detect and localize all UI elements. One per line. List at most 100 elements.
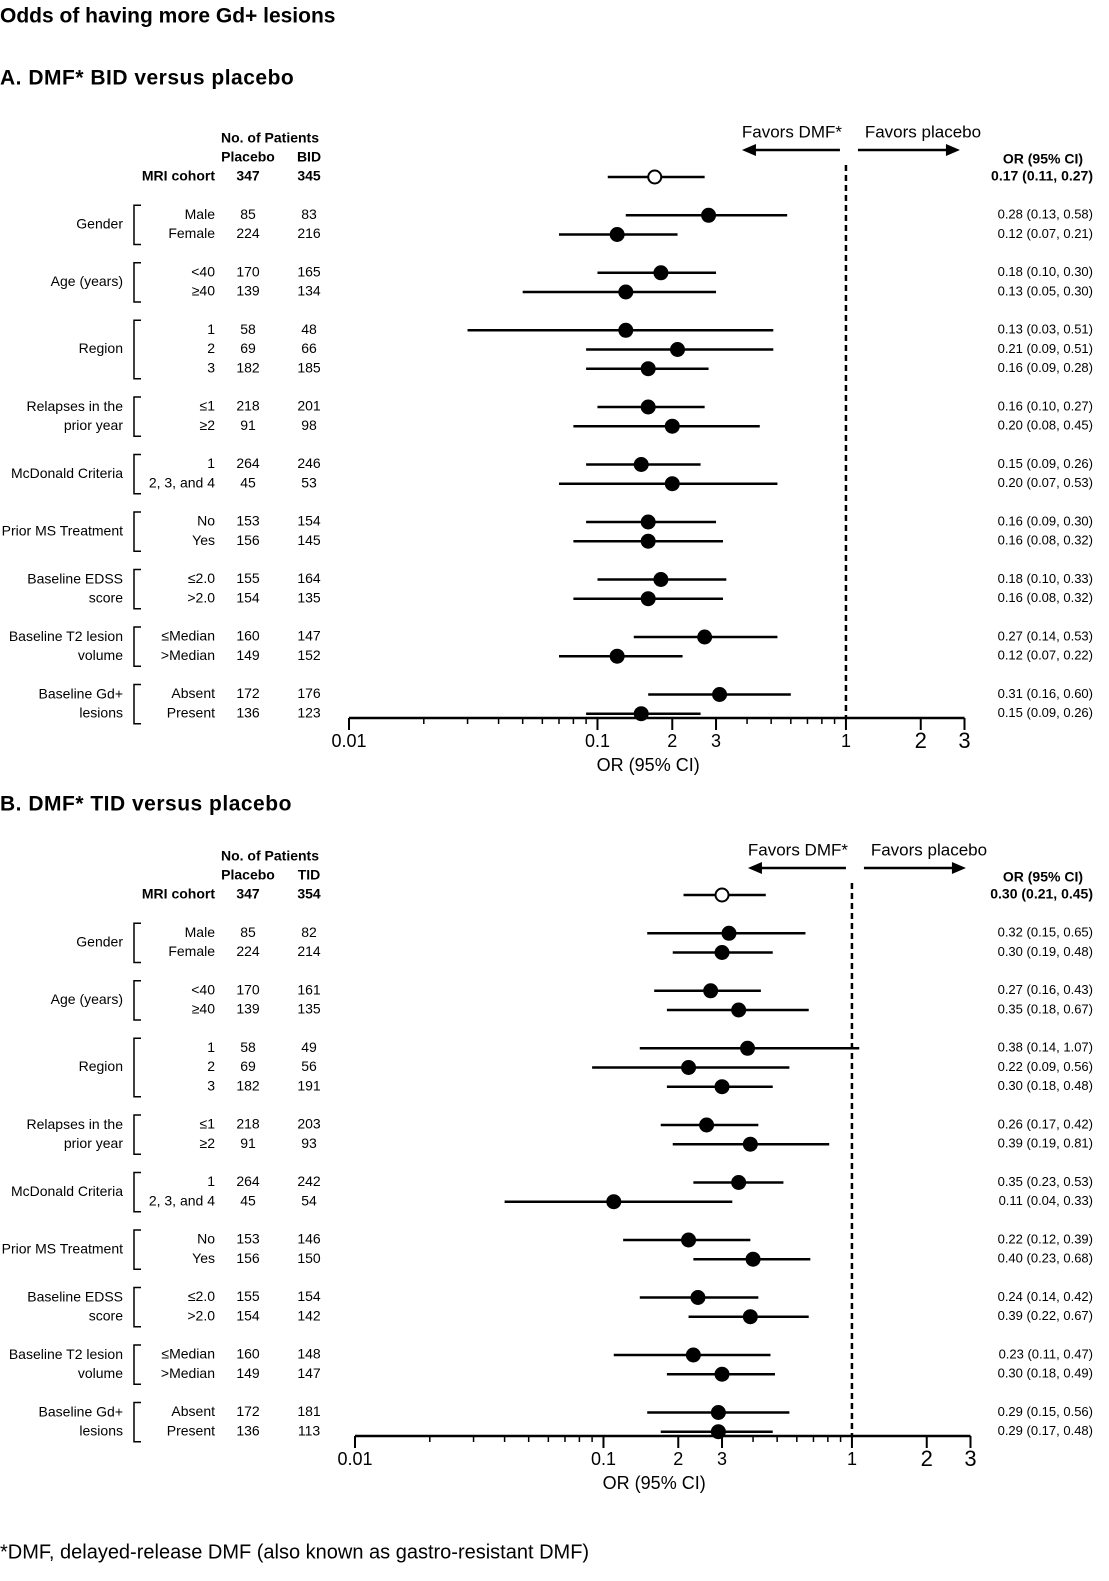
or-label: 0.17 (0.11, 0.27) (991, 168, 1093, 184)
x-tick-label: 1 (841, 731, 851, 751)
or-point (703, 983, 719, 999)
group-label: Baseline EDSS (27, 570, 123, 586)
or-label: 0.13 (0.03, 0.51) (998, 322, 1093, 337)
n-dmf: 214 (297, 943, 321, 959)
n-placebo: 154 (236, 589, 260, 605)
panel-title: B. DMF* TID versus placebo (0, 793, 292, 816)
group-bracket (133, 1286, 141, 1328)
group-bracket (133, 319, 141, 380)
n-placebo: 154 (236, 1307, 260, 1323)
n-dmf: 150 (297, 1250, 321, 1266)
or-point (640, 533, 656, 549)
or-label: 0.21 (0.09, 0.51) (998, 341, 1093, 356)
n-placebo: 139 (236, 283, 260, 299)
group-label: Region (79, 1058, 123, 1074)
or-point (640, 361, 656, 377)
n-placebo: 172 (236, 685, 260, 701)
or-point (685, 1347, 701, 1363)
or-point (653, 572, 669, 587)
n-dmf: 53 (301, 474, 317, 490)
or-label: 0.11 (0.04, 0.33) (999, 1193, 1093, 1208)
n-dmf: 246 (297, 455, 321, 471)
or-point (701, 207, 717, 223)
n-dmf: 201 (297, 398, 321, 414)
page-title: Odds of having more Gd+ lesions (0, 5, 335, 28)
or-label: 0.20 (0.07, 0.53) (998, 475, 1093, 490)
row-label: No (197, 1231, 215, 1247)
n-dmf: 161 (297, 982, 321, 998)
n-placebo: 170 (236, 982, 260, 998)
row-label: Absent (171, 685, 215, 701)
or-label: 0.22 (0.12, 0.39) (998, 1231, 1093, 1246)
group-label: Prior MS Treatment (2, 522, 123, 538)
group-bracket (133, 1171, 141, 1213)
n-dmf: 146 (297, 1231, 321, 1247)
group-label: Region (79, 340, 123, 356)
row-label: >Median (161, 1365, 215, 1381)
n-placebo: 182 (236, 1077, 260, 1093)
row-label: 3 (207, 1077, 215, 1093)
or-point (731, 1175, 747, 1190)
n-dmf: 354 (297, 886, 321, 902)
n-dmf: 145 (297, 532, 321, 548)
n-dmf: 164 (297, 570, 321, 586)
column-header: Placebo (221, 149, 275, 165)
row-label: Male (185, 206, 216, 222)
or-label: 0.15 (0.09, 0.26) (998, 705, 1093, 720)
group-bracket (133, 204, 141, 246)
or-label: 0.39 (0.22, 0.67) (998, 1308, 1093, 1323)
n-placebo: 172 (236, 1403, 260, 1419)
n-dmf: 191 (297, 1077, 321, 1093)
row-label: ≥2 (200, 417, 216, 433)
or-label: 0.20 (0.08, 0.45) (998, 418, 1093, 433)
row-label: Present (167, 1422, 215, 1438)
n-placebo: 136 (236, 704, 260, 720)
row-label: 1 (207, 1173, 215, 1189)
group-label: lesions (79, 1422, 123, 1438)
or-label: 0.16 (0.09, 0.30) (998, 513, 1093, 528)
or-point (740, 1040, 756, 1056)
or-label: 0.18 (0.10, 0.30) (998, 264, 1093, 279)
n-placebo: 85 (240, 206, 256, 222)
x-axis-label: OR (95% CI) (597, 755, 700, 775)
group-label: Baseline Gd+ (39, 685, 123, 701)
n-placebo: 156 (236, 532, 260, 548)
favors-label: Favors DMF* (742, 122, 843, 141)
n-dmf: 165 (297, 264, 321, 280)
n-dmf: 56 (301, 1058, 317, 1074)
x-axis-label: OR (95% CI) (603, 1473, 706, 1493)
or-point (618, 284, 634, 300)
n-dmf: 135 (297, 1001, 321, 1017)
n-placebo: 224 (236, 225, 260, 241)
or-label: 0.15 (0.09, 0.26) (998, 456, 1093, 471)
n-placebo: 264 (236, 1173, 260, 1189)
n-dmf: 148 (297, 1346, 321, 1362)
arrow-head (747, 862, 762, 874)
n-placebo: 69 (240, 340, 256, 356)
or-label: 0.12 (0.07, 0.22) (998, 648, 1093, 663)
n-placebo: 45 (240, 474, 256, 490)
n-placebo: 160 (236, 628, 260, 644)
x-tick-label: 3 (717, 1449, 727, 1469)
column-header: TID (298, 867, 321, 883)
group-label: Baseline T2 lesion (9, 628, 123, 644)
group-label: Baseline Gd+ (39, 1403, 123, 1419)
row-label: Absent (171, 1403, 215, 1419)
group-bracket (133, 511, 141, 552)
arrow-head (741, 144, 756, 156)
group-label: Baseline EDSS (27, 1288, 123, 1304)
row-label: 1 (207, 1039, 215, 1055)
or-label: 0.24 (0.14, 0.42) (998, 1289, 1093, 1304)
row-label: ≥40 (192, 283, 215, 299)
n-dmf: 113 (298, 1422, 321, 1438)
or-label: 0.35 (0.23, 0.53) (998, 1174, 1093, 1189)
n-placebo: 91 (240, 1135, 256, 1151)
group-bracket (133, 262, 141, 303)
row-label: ≤2.0 (188, 1288, 215, 1304)
or-point (681, 1232, 697, 1248)
row-label: >Median (161, 647, 215, 663)
group-label: volume (78, 647, 123, 663)
or-label: 0.29 (0.15, 0.56) (998, 1404, 1093, 1419)
or-label: 0.16 (0.09, 0.28) (998, 360, 1093, 375)
row-label: Yes (192, 532, 215, 548)
